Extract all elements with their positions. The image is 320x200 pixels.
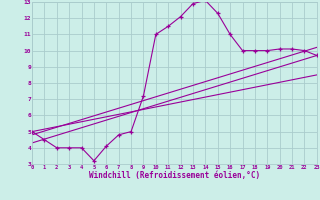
X-axis label: Windchill (Refroidissement éolien,°C): Windchill (Refroidissement éolien,°C) — [89, 171, 260, 180]
